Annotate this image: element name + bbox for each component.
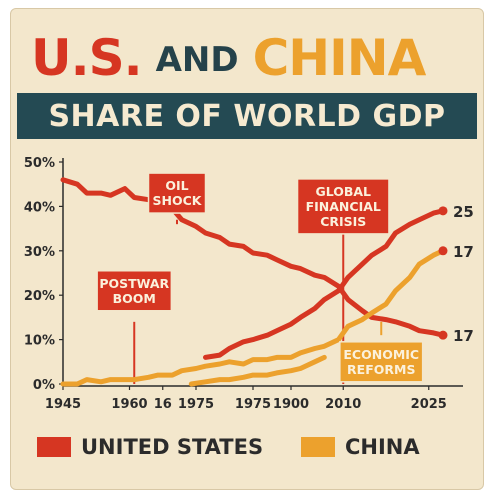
- annotation-text: ECONOMIC: [343, 347, 419, 362]
- line-chart: 0%10%20%30%40%50%1945 1960 16 1975 1975 1900 2…: [24, 156, 474, 412]
- x-tick-label: 1975: [178, 397, 214, 412]
- annotation-text: FINANCIAL: [306, 199, 381, 214]
- title-us: U.S.: [31, 29, 143, 87]
- annotation-box: [96, 270, 173, 312]
- chart-card: U.S. AND CHINA SHARE OF WORLD GDP 0% 10% 2…: [10, 8, 484, 490]
- x-tick-label: 1960: [111, 397, 147, 412]
- end-value-label: 25: [453, 203, 474, 221]
- y-tick-label: 20%: [24, 289, 55, 304]
- end-point-marker: [438, 246, 448, 256]
- end-value-label: 17: [453, 243, 474, 261]
- legend-label-us: UNITED STATES: [81, 435, 264, 459]
- annotation-text: BOOM: [113, 291, 156, 306]
- end-point-marker: [438, 206, 448, 216]
- annotation-text: OIL: [165, 178, 188, 193]
- series-line-2: [203, 208, 446, 360]
- y-tick-label: 0%: [33, 378, 55, 393]
- end-point-marker: [438, 330, 448, 340]
- legend: UNITED STATES CHINA: [11, 429, 483, 469]
- series-line-0: [60, 177, 446, 338]
- x-tick-label: 1975: [235, 397, 271, 412]
- y-tick-label: 10%: [24, 334, 55, 349]
- x-tick-label: 1900: [273, 397, 309, 412]
- series-line-1: [60, 248, 446, 387]
- title-china: CHINA: [252, 29, 427, 87]
- legend-item-china: CHINA: [301, 435, 420, 459]
- x-tick-label: 1945: [45, 397, 81, 412]
- x-tick-label: 2010: [325, 397, 361, 412]
- subtitle-banner: SHARE OF WORLD GDP: [17, 93, 477, 139]
- annotation-box: [296, 178, 390, 235]
- annotation-text: GLOBAL: [315, 184, 371, 199]
- legend-swatch-us: [37, 437, 71, 457]
- y-tick-label: 30%: [24, 245, 55, 260]
- y-tick-label: 40%: [24, 200, 55, 215]
- y-tick-label: 50%: [24, 156, 55, 171]
- legend-label-china: CHINA: [345, 435, 420, 459]
- annotation-text: POSTWAR: [99, 276, 169, 291]
- legend-swatch-china: [301, 437, 335, 457]
- title-and: AND: [155, 40, 239, 80]
- subtitle: SHARE OF WORLD GDP: [48, 98, 446, 134]
- chart-title: U.S. AND CHINA: [31, 21, 427, 87]
- annotation-text: SHOCK: [153, 193, 203, 208]
- end-value-label: 17: [453, 327, 474, 345]
- series-line-3: [188, 354, 327, 387]
- x-tick-label: 16: [154, 397, 172, 412]
- annotation-box: [339, 341, 424, 383]
- legend-item-us: UNITED STATES: [37, 435, 263, 459]
- annotation-box: [147, 172, 207, 214]
- annotation-text: CRISIS: [320, 214, 366, 229]
- x-tick-label: 2025: [411, 397, 447, 412]
- annotation-text: REFORMS: [347, 362, 415, 377]
